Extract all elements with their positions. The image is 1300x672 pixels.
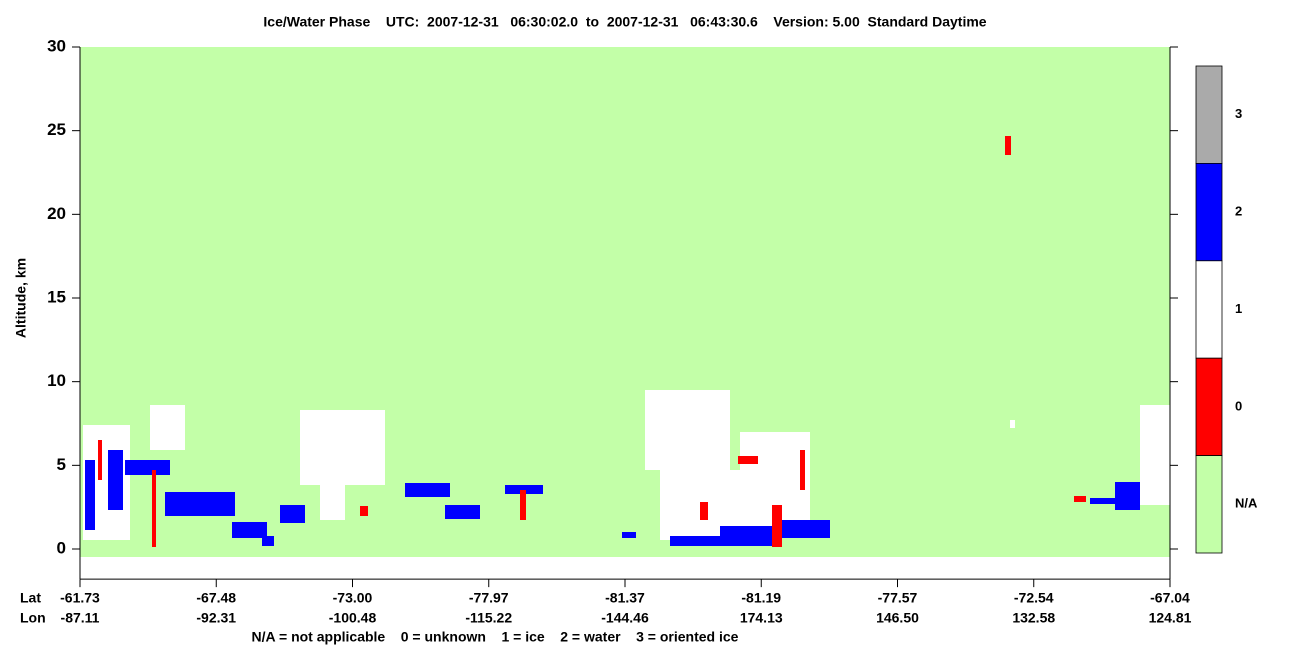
y-tick-label: 30 xyxy=(47,36,66,55)
cloud-features xyxy=(83,136,1170,547)
lon-label: 174.13 xyxy=(740,610,783,626)
lon-label: -144.46 xyxy=(601,610,649,626)
y-tick-label: 20 xyxy=(47,204,66,223)
lat-label: -73.00 xyxy=(333,590,373,606)
lat-label: -77.97 xyxy=(469,590,509,606)
colorbar-swatch xyxy=(1195,357,1223,457)
colorbar-label: N/A xyxy=(1235,496,1258,511)
lon-label: -92.31 xyxy=(196,610,236,626)
lat-label: -67.04 xyxy=(1150,590,1190,606)
lon-label: -100.48 xyxy=(329,610,377,626)
lat-label: -77.57 xyxy=(878,590,918,606)
colorbar-label: 3 xyxy=(1235,106,1242,121)
colorbar-label: 0 xyxy=(1235,398,1242,413)
lon-label: -115.22 xyxy=(465,610,512,626)
lon-label: 132.58 xyxy=(1012,610,1055,626)
x-row-label: Lon xyxy=(20,610,46,626)
y-tick-label: 0 xyxy=(57,538,66,557)
lat-label: -81.37 xyxy=(605,590,645,606)
lat-label: -61.73 xyxy=(60,590,100,606)
colorbar-label: 2 xyxy=(1235,204,1242,219)
legend-text: N/A = not applicable 0 = unknown 1 = ice… xyxy=(252,629,739,645)
lat-label: -72.54 xyxy=(1014,590,1054,606)
y-axis-label: Altitude, km xyxy=(13,258,29,338)
y-tick-label: 25 xyxy=(47,120,66,139)
colorbar-swatch xyxy=(1195,455,1223,554)
lat-label: -81.19 xyxy=(741,590,781,606)
lon-label: 124.81 xyxy=(1149,610,1192,626)
colorbar-swatch xyxy=(1195,260,1223,359)
y-tick-label: 15 xyxy=(47,287,66,306)
chart-title: Ice/Water Phase UTC: 2007-12-31 06:30:02… xyxy=(263,14,986,30)
y-tick-label: 5 xyxy=(57,455,66,474)
lon-label: 146.50 xyxy=(876,610,919,626)
x-row-label: Lat xyxy=(20,590,41,606)
lat-label: -67.48 xyxy=(196,590,236,606)
lon-label: -87.11 xyxy=(61,610,100,626)
colorbar-swatch xyxy=(1195,65,1223,164)
colorbar-label: 1 xyxy=(1235,301,1242,316)
y-tick-label: 10 xyxy=(47,371,66,390)
plot-background xyxy=(80,47,1170,557)
colorbar-swatch xyxy=(1195,162,1223,262)
